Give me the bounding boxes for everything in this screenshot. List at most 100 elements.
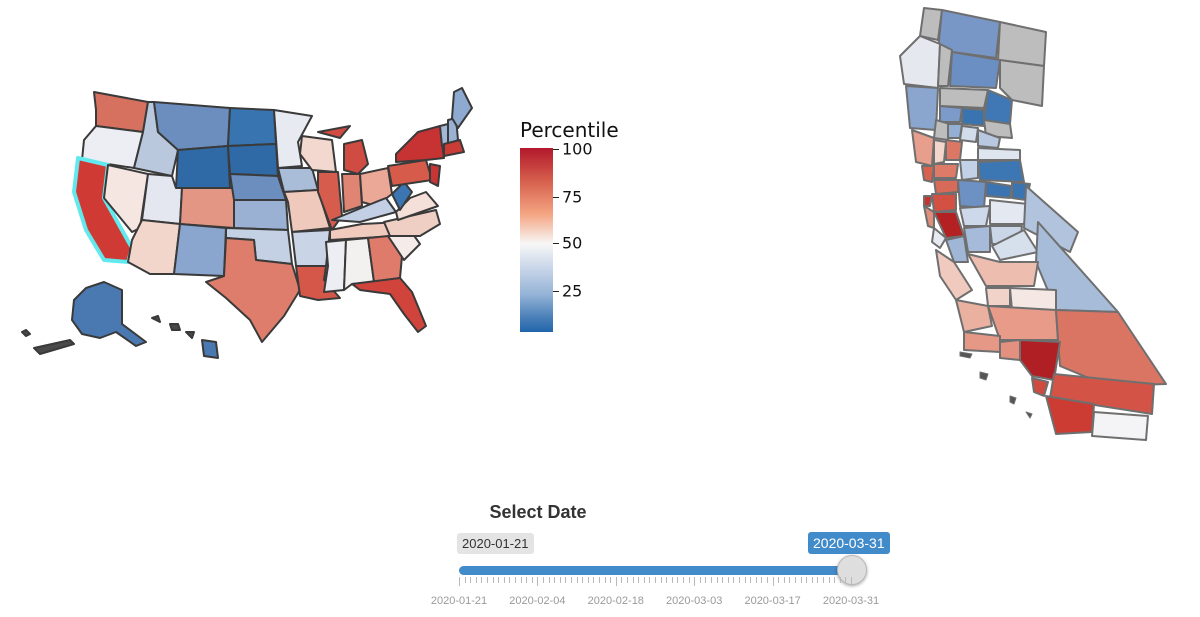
county-imperial[interactable] xyxy=(1091,411,1149,441)
county-stanislaus[interactable] xyxy=(959,205,991,227)
state-pennsylvania[interactable] xyxy=(387,159,433,187)
slider-tick xyxy=(515,577,516,583)
state-new-jersey[interactable] xyxy=(429,163,441,187)
state-nebraska[interactable] xyxy=(229,173,287,201)
county-modoc[interactable] xyxy=(997,21,1047,67)
county-glenn[interactable] xyxy=(939,105,963,123)
us-states-map[interactable] xyxy=(0,70,500,370)
county-napa[interactable] xyxy=(933,139,947,165)
county-santa-barbara[interactable] xyxy=(963,331,1001,353)
slider-tick xyxy=(531,577,533,583)
county-contra-costa[interactable] xyxy=(933,179,959,195)
slider-tick xyxy=(643,577,645,583)
state-west-virginia[interactable] xyxy=(391,181,413,211)
state-virginia[interactable] xyxy=(395,191,439,221)
county-los-angeles[interactable] xyxy=(1019,339,1061,381)
slider-tick xyxy=(610,577,612,583)
county-monterey[interactable] xyxy=(935,249,973,301)
slider-handle[interactable] xyxy=(837,555,867,585)
county-marin[interactable] xyxy=(921,165,935,183)
slider-tick xyxy=(677,577,679,583)
county-humboldt[interactable] xyxy=(899,35,941,89)
county-sierra[interactable] xyxy=(983,119,1013,139)
state-maine[interactable] xyxy=(451,87,473,129)
county-san-bernardino[interactable] xyxy=(1055,309,1167,387)
state-new-mexico[interactable] xyxy=(173,223,227,277)
county-alameda[interactable] xyxy=(931,193,957,213)
state-florida[interactable] xyxy=(351,277,427,333)
state-indiana[interactable] xyxy=(341,173,363,213)
state-texas[interactable] xyxy=(205,237,301,343)
date-slider[interactable]: 2020-01-21 2020-03-31 2020-01-21 2020-02-… xyxy=(431,530,900,610)
county-san-joaquin[interactable] xyxy=(957,179,987,209)
slider-current-value-label: 2020-03-31 xyxy=(808,532,890,554)
state-kentucky[interactable] xyxy=(331,197,397,223)
county-fresno[interactable] xyxy=(967,253,1039,287)
california-counties-map[interactable] xyxy=(860,0,1200,450)
county-lassen[interactable] xyxy=(999,59,1045,107)
legend-colorbar xyxy=(520,148,553,332)
county-riverside[interactable] xyxy=(1049,373,1155,415)
county-mono[interactable] xyxy=(1023,185,1079,253)
slider-tick xyxy=(481,577,483,583)
county-tuolumne[interactable] xyxy=(989,199,1029,225)
slider-tick xyxy=(559,577,561,583)
slider-tick-label: 2020-02-18 xyxy=(587,595,644,607)
state-iowa[interactable] xyxy=(277,167,319,193)
county-san-mateo[interactable] xyxy=(923,205,935,229)
slider-tick xyxy=(509,577,511,583)
state-north-carolina[interactable] xyxy=(383,209,441,237)
slider-min-label: 2020-01-21 xyxy=(457,533,534,554)
county-sacramento[interactable] xyxy=(959,159,979,181)
county-amador[interactable] xyxy=(985,181,1013,199)
county-placer[interactable] xyxy=(977,147,1021,161)
state-wisconsin[interactable] xyxy=(299,135,337,173)
alaska-islands xyxy=(21,329,75,355)
county-tehama[interactable] xyxy=(939,87,989,109)
slider-tick xyxy=(783,577,785,583)
slider-tick xyxy=(571,577,572,583)
slider-tick xyxy=(772,577,774,586)
county-el-dorado[interactable] xyxy=(977,159,1025,183)
state-alaska[interactable] xyxy=(71,281,147,347)
slider-tick xyxy=(739,577,740,583)
county-kings[interactable] xyxy=(985,287,1011,307)
slider-tick xyxy=(492,577,494,583)
state-new-york[interactable] xyxy=(395,125,445,163)
county-san-luis-obispo[interactable] xyxy=(955,299,993,333)
state-illinois[interactable] xyxy=(317,171,343,231)
county-yolo[interactable] xyxy=(945,139,963,161)
state-mississippi[interactable] xyxy=(323,239,347,293)
slider-tick xyxy=(817,577,819,583)
state-arkansas[interactable] xyxy=(291,229,331,267)
county-solano[interactable] xyxy=(933,163,959,179)
county-sutter[interactable] xyxy=(959,125,979,143)
state-michigan[interactable] xyxy=(317,125,369,175)
state-wyoming[interactable] xyxy=(175,145,231,189)
state-colorado[interactable] xyxy=(179,187,235,229)
slider-track[interactable] xyxy=(459,566,851,575)
county-mendocino[interactable] xyxy=(905,85,939,131)
county-merced[interactable] xyxy=(963,225,991,253)
state-south-dakota[interactable] xyxy=(227,143,279,177)
county-santa-cruz[interactable] xyxy=(931,227,947,249)
county-shasta[interactable] xyxy=(949,51,1001,89)
county-ventura[interactable] xyxy=(999,339,1021,361)
slider-tick-label: 2020-01-21 xyxy=(430,595,488,607)
slider-tick-label: 2020-03-31 xyxy=(822,595,880,607)
county-trinity[interactable] xyxy=(937,43,953,87)
state-georgia[interactable] xyxy=(367,235,403,283)
slider-tick xyxy=(526,577,528,583)
state-hawaii[interactable] xyxy=(201,339,219,359)
state-massachusetts[interactable] xyxy=(443,139,465,157)
state-kansas[interactable] xyxy=(233,199,289,231)
county-orange[interactable] xyxy=(1031,377,1049,397)
county-butte[interactable] xyxy=(961,107,985,127)
county-siskiyou[interactable] xyxy=(937,9,1001,59)
county-sonoma[interactable] xyxy=(911,129,935,167)
county-san-benito[interactable] xyxy=(945,235,969,263)
slider-tick xyxy=(582,577,584,583)
county-san-francisco[interactable] xyxy=(923,195,933,207)
slider-tick xyxy=(604,577,606,583)
state-north-dakota[interactable] xyxy=(227,107,277,147)
